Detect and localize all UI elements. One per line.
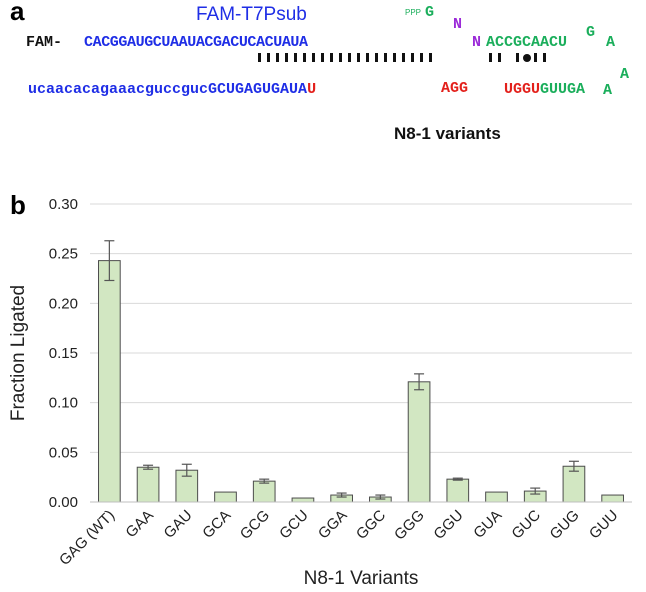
x-tick-label: GAG (WT) bbox=[56, 507, 118, 569]
bottom-lowercase-segment: ucaacacagaaacguccguc bbox=[28, 81, 209, 98]
base-pair-tick bbox=[285, 53, 288, 62]
variants-title: N8-1 variants bbox=[394, 124, 501, 143]
grid-lines bbox=[90, 203, 632, 453]
bar-gca bbox=[214, 491, 237, 503]
base-pair-tick bbox=[267, 53, 270, 62]
bottom-strand-sequence: ucaacacagaaacguccgucGCUGAGUGAUAU bbox=[10, 64, 316, 98]
x-axis-label: N8-1 Variants bbox=[304, 568, 419, 589]
base-pair-tick bbox=[366, 53, 369, 62]
base-pair-tick bbox=[543, 53, 546, 62]
y-tick-label: 0.25 bbox=[49, 246, 78, 263]
n-nucleotide-1: N bbox=[453, 16, 463, 33]
accgcaacu-segment: ACCGCAACU bbox=[486, 34, 568, 51]
triphosphate-label: PPP bbox=[405, 8, 422, 17]
y-tick-label: 0.20 bbox=[49, 295, 78, 312]
bars bbox=[98, 260, 624, 503]
x-axis-ticks: GAG (WT) GAA GAU GCA GCG GCU GGA GGC GGG GGU GUA GU… bbox=[56, 507, 621, 569]
base-pair-tick bbox=[312, 53, 315, 62]
x-tick-label: GGA bbox=[315, 507, 351, 543]
guuga-segment: GUUGA bbox=[540, 81, 586, 98]
base-pair-tick bbox=[429, 53, 432, 62]
base-pair-tick bbox=[384, 53, 387, 62]
y-tick-label: 0.30 bbox=[49, 196, 78, 213]
x-tick-label: GUA bbox=[470, 507, 505, 542]
panel-b-label: b bbox=[10, 190, 26, 220]
panel-a-label: a bbox=[10, 0, 25, 26]
x-tick-label: GGG bbox=[391, 507, 428, 544]
uggu-segment: UGGU bbox=[504, 81, 541, 98]
x-tick-label: GCG bbox=[237, 507, 273, 543]
n-nucleotide-2: N bbox=[472, 34, 482, 51]
base-pair-tick bbox=[303, 53, 306, 62]
y-tick-label: 0.00 bbox=[49, 494, 78, 511]
x-tick-label: GCU bbox=[276, 507, 312, 543]
fam-prefix: FAM- bbox=[26, 34, 63, 51]
loop-g: G bbox=[586, 24, 596, 41]
bar-gcg bbox=[252, 480, 276, 503]
base-pair-tick bbox=[258, 53, 261, 62]
loop-a-bottom: A bbox=[603, 82, 613, 99]
agg-segment: AGG bbox=[441, 80, 469, 97]
base-pair-tick bbox=[348, 53, 351, 62]
base-pair-tick bbox=[339, 53, 342, 62]
base-pair-ticks bbox=[258, 53, 546, 62]
base-pair-tick bbox=[534, 53, 537, 62]
bar-ggg bbox=[407, 381, 431, 503]
base-pair-tick bbox=[402, 53, 405, 62]
base-pair-tick bbox=[516, 53, 519, 62]
y-axis-label: Fraction Ligated bbox=[8, 285, 29, 421]
x-tick-label: GAU bbox=[161, 507, 196, 542]
base-pair-tick bbox=[330, 53, 333, 62]
y-tick-label: 0.15 bbox=[49, 345, 78, 362]
base-pair-tick bbox=[357, 53, 360, 62]
error-bars bbox=[104, 240, 579, 500]
y-tick-label: 0.10 bbox=[49, 395, 78, 412]
loop-a-top: A bbox=[606, 34, 616, 51]
x-tick-label: GCA bbox=[199, 507, 234, 542]
bar-gua bbox=[485, 491, 508, 503]
base-pair-tick bbox=[375, 53, 378, 62]
y-axis-ticks: 0.00 0.05 0.10 0.15 0.20 0.25 0.30 bbox=[49, 196, 78, 511]
base-pair-tick bbox=[489, 53, 492, 62]
bar-gcu bbox=[291, 497, 315, 503]
x-tick-label: GAA bbox=[122, 507, 156, 541]
base-pair-tick bbox=[411, 53, 414, 62]
bar-gaa bbox=[136, 466, 160, 503]
y-tick-label: 0.05 bbox=[49, 444, 78, 461]
loop-a-right: A bbox=[620, 66, 630, 83]
base-pair-tick bbox=[321, 53, 324, 62]
top-strand-sequence: CACGGAUGCUAAUACGACUCACUAUA bbox=[84, 34, 308, 51]
bar-guu bbox=[601, 494, 624, 503]
base-pair-tick bbox=[294, 53, 297, 62]
x-tick-label: GGC bbox=[353, 507, 389, 543]
substrate-title: FAM-T7Psub bbox=[196, 4, 307, 25]
base-pair-tick bbox=[420, 53, 423, 62]
bar-gag-wt- bbox=[98, 260, 121, 503]
bottom-u-nucleotide: U bbox=[307, 81, 317, 98]
base-pair-tick bbox=[393, 53, 396, 62]
bar-chart: 0.00 0.05 0.10 0.15 0.20 0.25 0.30 GAG (WT) GAA… bbox=[8, 196, 632, 589]
x-tick-label: GUC bbox=[508, 507, 544, 543]
bar-ggu bbox=[446, 478, 470, 503]
base-pair-tick bbox=[276, 53, 279, 62]
uggu-guuga-segment: UGGUGUUGA bbox=[486, 64, 585, 98]
bottom-uppercase-segment: GCUGAGUGAUA bbox=[208, 81, 308, 98]
x-tick-label: GUU bbox=[586, 507, 622, 543]
g-top-nucleotide: G bbox=[425, 4, 435, 21]
x-tick-label: GUG bbox=[547, 507, 583, 543]
wobble-pair-dot bbox=[523, 54, 531, 62]
x-tick-label: GGU bbox=[430, 507, 466, 543]
base-pair-tick bbox=[498, 53, 501, 62]
